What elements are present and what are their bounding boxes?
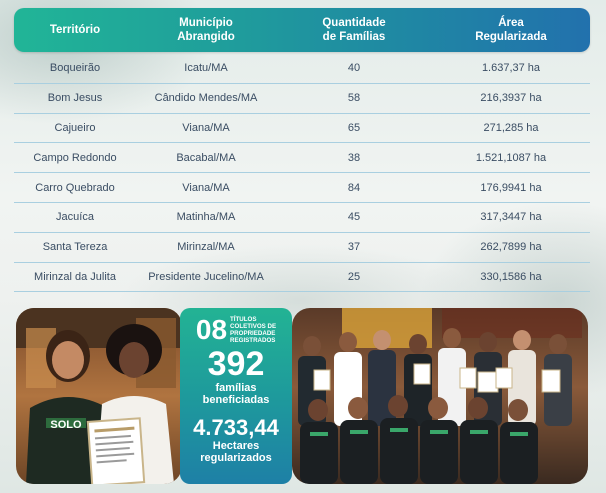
cell-municipio: Icatu/MA (184, 62, 228, 75)
table-row: Bom Jesus Cândido Mendes/MA 58 216,3937 … (14, 84, 590, 114)
familias-number: 392 (207, 345, 265, 383)
hectares-label-line1: Hectares (212, 440, 260, 452)
table-header: Território Município Abrangido Quantidad… (14, 8, 590, 52)
titulos-label-line1: TÍTULOS (230, 316, 257, 323)
header-municipio-text: Município Abrangido (177, 17, 235, 43)
cell-familias: 25 (347, 270, 361, 283)
cell-familias: 58 (347, 92, 361, 105)
cell-familias: 38 (347, 151, 361, 164)
cell-familias: 65 (347, 121, 361, 134)
cell-territorio: Jacuíca (56, 211, 94, 224)
table-row: Cajueiro Viana/MA 65 271,285 ha (14, 114, 590, 144)
header-municipio: Município Abrangido (136, 16, 276, 44)
cell-area: 1.637,37 ha (481, 62, 541, 75)
cell-area: 271,285 ha (483, 121, 539, 134)
cell-area: 317,3447 ha (480, 211, 542, 224)
cell-familias: 37 (347, 241, 361, 254)
cell-territorio: Cajueiro (54, 121, 96, 134)
hectares-label-line2: regularizados (200, 452, 272, 464)
cell-territorio: Mirinzal da Julita (34, 270, 116, 283)
photo-two-women: SOLO (16, 308, 182, 484)
cell-municipio: Bacabal/MA (176, 151, 236, 164)
titulos-stat: 08 TÍTULOS COLETIVOS DE PROPRIEDADE REGI… (180, 314, 292, 345)
table-row: Jacuíca Matinha/MA 45 317,3447 ha (14, 203, 590, 233)
cell-territorio: Santa Tereza (42, 241, 108, 254)
shirt-text: SOLO (50, 419, 82, 431)
header-quantidade-text: Quantidade de Famílias (322, 17, 386, 43)
cell-area: 216,3937 ha (480, 92, 542, 105)
table-row: Santa Tereza Mirinzal/MA 37 262,7899 ha (14, 233, 590, 263)
photo-two-women-illustration: SOLO (16, 308, 182, 484)
cell-area: 330,1586 ha (480, 270, 542, 283)
header-area: Área Regularizada (432, 16, 590, 44)
header-territorio: Território (49, 24, 101, 36)
table-row: Carro Quebrado Viana/MA 84 176,9941 ha (14, 173, 590, 203)
titulos-label: TÍTULOS COLETIVOS DE PROPRIEDADE REGISTR… (230, 316, 276, 344)
cell-municipio: Cândido Mendes/MA (154, 92, 258, 105)
titulos-number: 08 (195, 314, 228, 345)
cell-territorio: Boqueirão (49, 62, 101, 75)
familias-label-line1: famílias (215, 382, 257, 394)
cell-territorio: Bom Jesus (47, 92, 103, 105)
cell-area: 176,9941 ha (480, 181, 542, 194)
header-area-text: Área Regularizada (475, 17, 547, 43)
cell-municipio: Presidente Jucelino/MA (148, 270, 264, 283)
titulos-label-line4: REGISTRADOS (230, 337, 276, 344)
cell-familias: 84 (347, 181, 361, 194)
cell-territorio: Campo Redondo (33, 151, 117, 164)
cell-familias: 40 (347, 62, 361, 75)
cell-municipio: Viana/MA (182, 181, 230, 194)
cell-municipio: Viana/MA (182, 121, 230, 134)
table-row: Boqueirão Icatu/MA 40 1.637,37 ha (14, 54, 590, 84)
hectares-number: 4.733,44 (193, 415, 279, 440)
cell-area: 1.521,1087 ha (475, 151, 547, 164)
photo-group (292, 308, 588, 484)
cell-municipio: Mirinzal/MA (177, 241, 235, 254)
cell-familias: 45 (347, 211, 361, 224)
table-row: Mirinzal da Julita Presidente Jucelino/M… (14, 263, 590, 293)
table-row: Campo Redondo Bacabal/MA 38 1.521,1087 h… (14, 143, 590, 174)
header-quantidade: Quantidade de Famílias (276, 16, 432, 44)
cell-area: 262,7899 ha (480, 241, 542, 254)
territories-table: Território Município Abrangido Quantidad… (14, 8, 590, 293)
photo-group-illustration (292, 308, 588, 484)
table-body: Boqueirão Icatu/MA 40 1.637,37 ha Bom Je… (14, 54, 590, 293)
familias-label-line2: beneficiadas (202, 394, 270, 406)
titulos-label-line2: COLETIVOS DE (230, 323, 277, 330)
titulos-label-line3: PROPRIEDADE (230, 330, 276, 337)
cell-municipio: Matinha/MA (176, 211, 236, 224)
stats-panel: 08 TÍTULOS COLETIVOS DE PROPRIEDADE REGI… (180, 308, 292, 484)
cell-territorio: Carro Quebrado (35, 181, 115, 194)
